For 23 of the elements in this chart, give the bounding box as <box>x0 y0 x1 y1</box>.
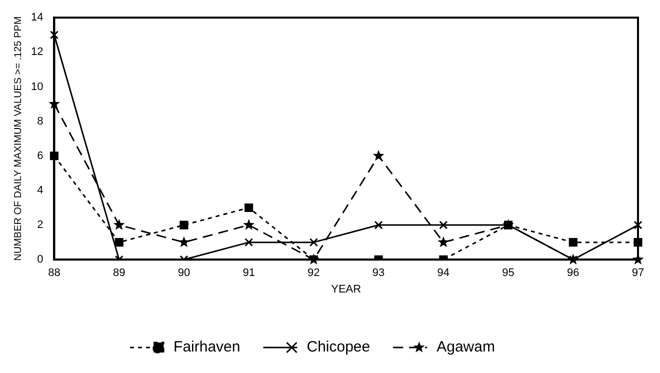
x-tick-label: 93 <box>372 267 385 280</box>
y-tick-label: 4 <box>37 184 44 196</box>
y-tick-label: 6 <box>37 150 44 162</box>
x-tick-label: 94 <box>437 267 450 280</box>
x-tick-label: 90 <box>178 267 190 280</box>
y-axis-title: NUMBER OF DAILY MAXIMUM VALUES >= .125 PPM <box>12 16 24 261</box>
x-tick-label: 89 <box>112 267 126 280</box>
x-tick-label: 92 <box>308 267 320 280</box>
x-axis-title: YEAR <box>331 283 362 296</box>
x-tick-label: 96 <box>567 267 580 280</box>
y-tick-label: 8 <box>37 115 44 128</box>
y-tick-label: 14 <box>30 12 44 24</box>
x-tick-label: 95 <box>502 267 514 280</box>
x-tick-label: 88 <box>48 267 60 280</box>
legend-label: Chicopee <box>306 338 370 356</box>
legend-label: Agawam <box>436 338 495 356</box>
x-tick-label: 97 <box>632 267 644 280</box>
x-tick-label: 91 <box>242 267 255 280</box>
y-tick-label: 10 <box>30 80 44 93</box>
y-tick-label: 2 <box>37 219 44 232</box>
y-tick-label: 12 <box>30 46 44 58</box>
y-tick-label: 0 <box>37 254 44 266</box>
legend-label: Fairhaven <box>174 338 240 356</box>
